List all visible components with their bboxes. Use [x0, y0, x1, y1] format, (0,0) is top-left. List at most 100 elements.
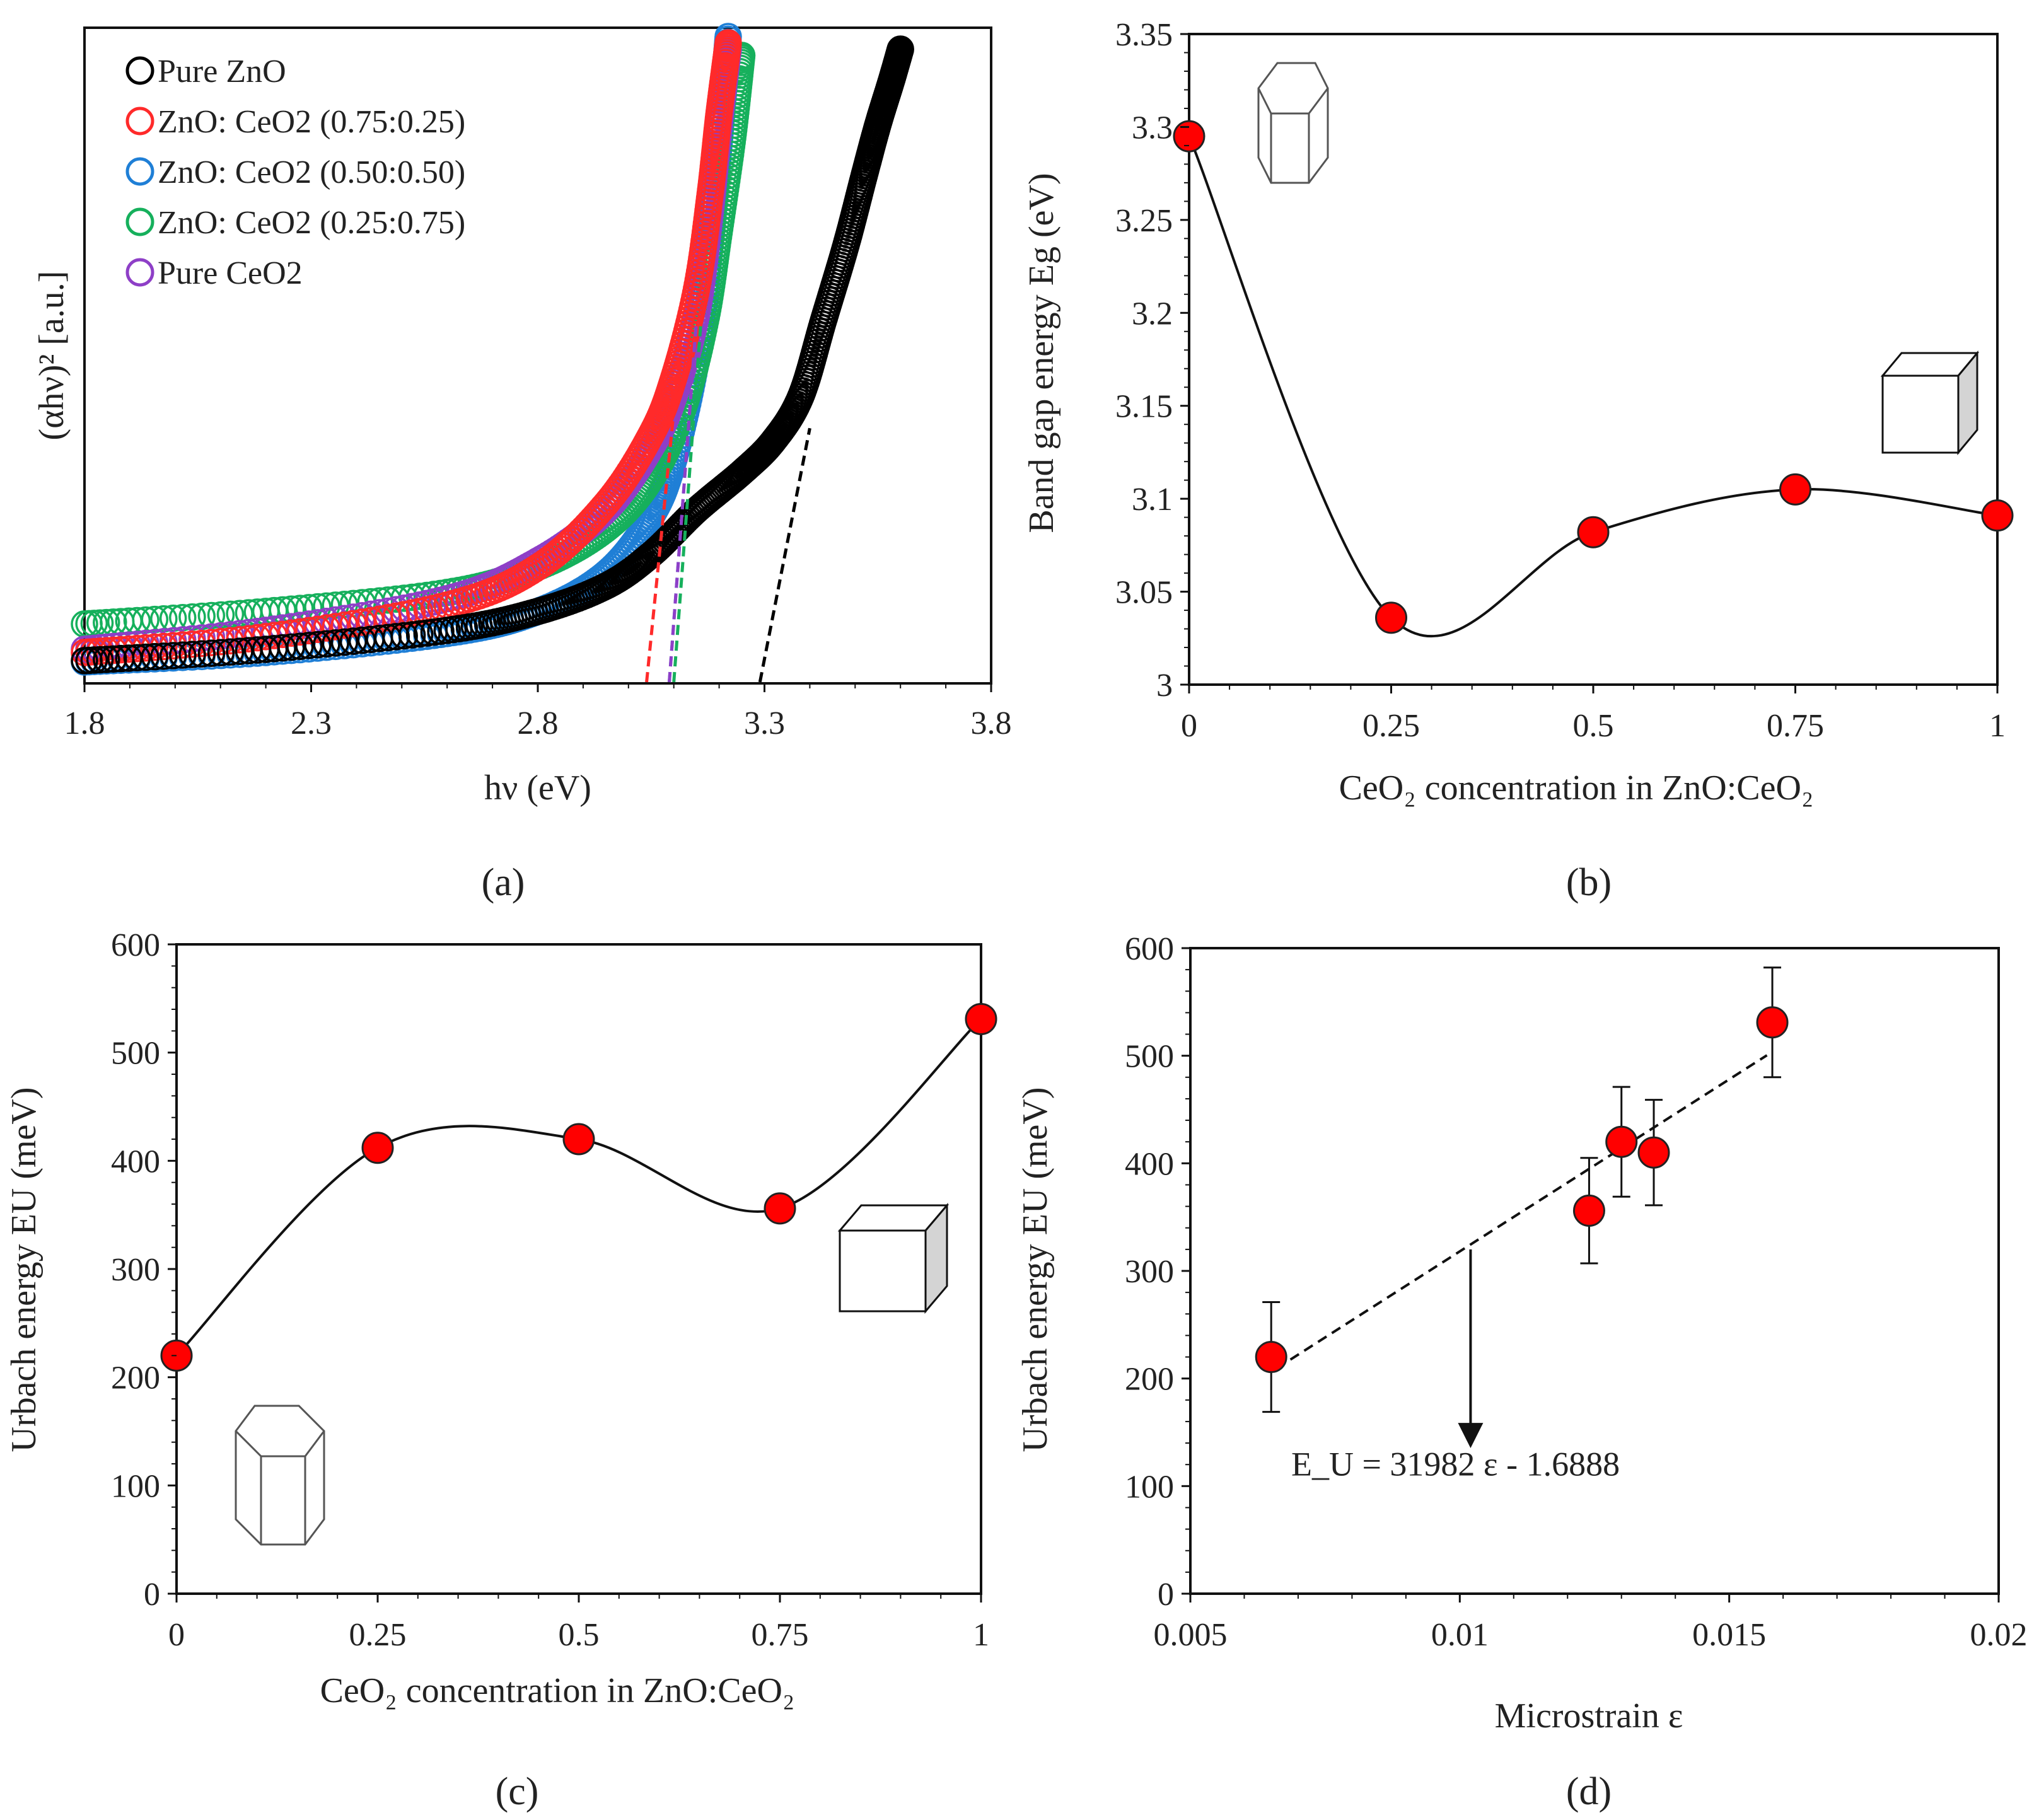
x-tick-label: 0.25 — [1362, 708, 1420, 744]
panel-a-data-point — [313, 630, 340, 658]
x-tick-label: 0.5 — [559, 1617, 600, 1653]
panel-a-data-point — [330, 628, 359, 656]
cube-icon — [1880, 350, 1980, 456]
y-tick-label: 3.15 — [1115, 389, 1173, 425]
panel-a-data-point — [398, 621, 426, 649]
y-tick-label: 500 — [111, 1036, 160, 1072]
panel-b-data-marks — [1173, 120, 2014, 637]
panel-a-data-point — [277, 633, 305, 661]
panel-d-urbach-vs-microstrain: E_U = 31982 ε - 1.6888 0 100 200 300 400 500 6… — [1016, 931, 2028, 1813]
panel-a-data-point — [159, 642, 187, 669]
y-tick-label: 500 — [1125, 1039, 1174, 1075]
y-tick-label: 3.1 — [1132, 482, 1173, 518]
smooth-trend-line — [1188, 136, 1998, 637]
y-tick-label: 400 — [1125, 1146, 1174, 1182]
panel-a-x-axis-label: hν (eV) — [484, 768, 591, 808]
panel-a-data-point — [322, 629, 349, 657]
y-tick-label: 3.3 — [1132, 110, 1173, 146]
panel-a-data-point — [405, 620, 434, 648]
data-point — [361, 1132, 394, 1164]
data-point — [1779, 473, 1811, 506]
panel-a-data-point — [295, 632, 323, 659]
panel-a-tangent-line — [645, 320, 685, 683]
panel-a-data-point — [714, 29, 742, 57]
panel-a-data-point — [100, 645, 127, 673]
legend-label: ZnO: CeO2 (0.25:0.75) — [158, 205, 465, 241]
data-point — [1756, 1006, 1789, 1039]
legend-label: Pure CeO2 — [158, 255, 303, 291]
panel-d-caption: (d) — [1566, 1770, 1612, 1813]
panel-a-data-point — [304, 630, 332, 659]
panel-b-x-axis-label: CeO₂ concentration in ZnO:CeO₂ — [1339, 768, 1814, 808]
panel-a-data-marks — [71, 23, 914, 683]
data-point — [764, 1192, 796, 1225]
panel-a-series-0 — [71, 35, 914, 675]
y-tick-label: 200 — [111, 1360, 160, 1396]
panel-a-data-point — [295, 617, 323, 645]
panel-a-data-point — [322, 613, 349, 640]
hexagonal-prism-icon — [1257, 62, 1329, 184]
data-point — [1572, 1194, 1605, 1227]
panel-c-y-axis-label: Urbach energy EU (meV) — [4, 1087, 44, 1452]
data-point — [1173, 120, 1205, 153]
panel-c-caption: (c) — [496, 1770, 539, 1813]
panel-a-data-point — [216, 638, 245, 666]
panel-a-data-point — [86, 646, 114, 674]
x-tick-label: 0.02 — [1970, 1617, 2028, 1653]
panel-a-x-tick-label: 3.8 — [971, 705, 1012, 741]
hexagonal-prism-icon — [235, 1405, 325, 1546]
x-tick-label: 0.75 — [1767, 708, 1824, 744]
panel-d-ticks: 0 100 200 300 400 500 600 0.005 0.01 0.015 0.02 — [1125, 931, 2028, 1653]
panel-a-tangent-line — [672, 320, 703, 683]
panel-d-data-marks: E_U = 31982 ε - 1.6888 — [1255, 966, 1789, 1483]
legend-marker — [125, 207, 154, 236]
panel-a-x-tick-label: 1.8 — [64, 705, 105, 741]
legend-label: ZnO: CeO2 (0.75:0.25) — [158, 104, 465, 140]
panel-a-x-tick-label: 3.3 — [744, 705, 785, 741]
panel-a-data-point — [123, 634, 151, 663]
panel-a-x-ticks: 1.8 2.3 2.8 3.3 3.8 — [64, 683, 1012, 741]
legend-marker — [125, 56, 154, 85]
data-point — [1375, 601, 1407, 634]
legend-label: Pure ZnO — [158, 54, 286, 90]
x-tick-label: 0.5 — [1573, 708, 1614, 744]
y-tick-label: 3.25 — [1115, 203, 1173, 239]
legend-label: ZnO: CeO2 (0.50:0.50) — [158, 154, 465, 190]
y-tick-label: 100 — [1125, 1469, 1174, 1505]
panel-c-urbach-vs-concentration: 0 100 200 300 400 500 600 0 0.25 0.5 0.75 1 CeO₂ co… — [4, 927, 997, 1813]
panel-c-data-marks — [160, 1002, 997, 1372]
y-tick-label: 600 — [1125, 931, 1174, 967]
cube-icon — [837, 1202, 950, 1314]
panel-d-x-axis-label: Microstrain ε — [1495, 1696, 1683, 1736]
panel-a-data-point — [339, 610, 368, 638]
y-tick-label: 3.35 — [1115, 17, 1173, 53]
panel-a-data-point — [330, 611, 359, 639]
x-tick-label: 0.01 — [1431, 1617, 1489, 1653]
panel-a-x-tick-label: 2.8 — [518, 705, 559, 741]
panel-c-x-axis-label: CeO₂ concentration in ZnO:CeO₂ — [320, 1671, 795, 1710]
y-tick-label: 200 — [1125, 1362, 1174, 1398]
x-tick-label: 0 — [168, 1617, 185, 1653]
y-tick-label: 300 — [111, 1252, 160, 1288]
panel-a-data-point — [226, 637, 253, 665]
data-point — [1577, 516, 1610, 548]
panel-a-data-point — [168, 641, 197, 669]
x-tick-label: 0.015 — [1692, 1617, 1766, 1653]
y-tick-label: 100 — [111, 1468, 160, 1504]
panel-a-data-point — [93, 646, 120, 673]
panel-b-y-axis-label: Band gap energy Eg (eV) — [1022, 173, 1061, 533]
panel-a-caption: (a) — [482, 861, 525, 904]
panel-a-tangent-line — [758, 427, 811, 683]
y-tick-label: 0 — [1158, 1577, 1174, 1613]
x-tick-label: 1 — [1989, 708, 2006, 744]
panel-a-data-point — [304, 615, 332, 644]
data-point — [562, 1123, 595, 1156]
legend-marker — [125, 258, 154, 287]
x-tick-label: 0.75 — [752, 1617, 809, 1653]
data-point — [1637, 1136, 1670, 1169]
panel-b-band-gap: 33.053.13.153.23.253.33.350 0.25 0.5 0.75 1 … — [1022, 17, 2014, 904]
x-tick-label: 0.005 — [1154, 1617, 1228, 1653]
y-tick-label: 0 — [144, 1577, 160, 1613]
y-tick-label: 3 — [1156, 668, 1173, 704]
